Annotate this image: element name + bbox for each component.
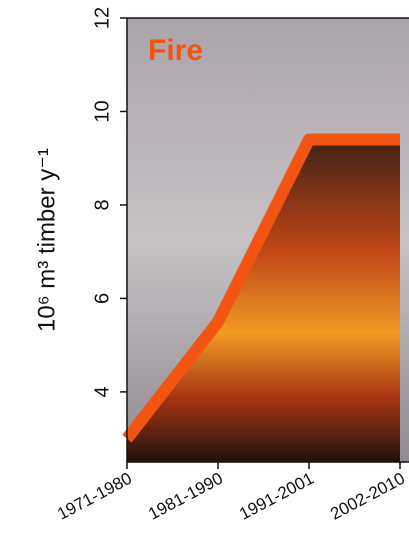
y-tick-label: 10 [91, 100, 113, 122]
x-tick-label: 1981-1990 [145, 469, 226, 524]
x-tick-label: 2002-2010 [327, 469, 408, 524]
y-tick-label: 8 [91, 199, 113, 210]
y-axis-label: 10⁶ m³ timber y⁻¹ [33, 148, 60, 332]
y-tick-label: 6 [91, 293, 113, 304]
x-tick-label: 1971-1980 [54, 469, 135, 524]
y-tick-label: 4 [91, 386, 113, 397]
y-tick-label: 12 [91, 7, 113, 29]
x-tick-label: 1991-2001 [236, 469, 317, 524]
chart: Fire 10⁶ m³ timber y⁻¹ 46810121971-19801… [0, 0, 409, 555]
chart-title: Fire [148, 34, 203, 67]
page: {"chart_data": {"type": "line", "title":… [0, 0, 409, 555]
